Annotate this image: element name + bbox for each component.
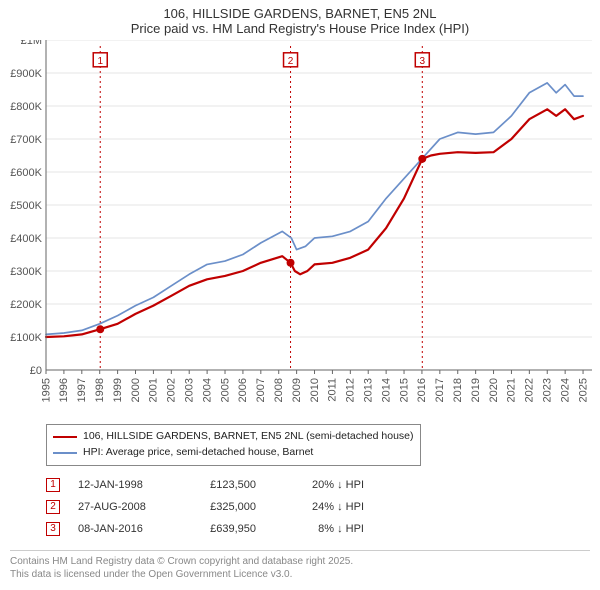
svg-text:2011: 2011 — [327, 378, 339, 402]
sale-hpi-diff: 8% ↓ HPI — [274, 523, 364, 535]
sale-date: 27-AUG-2008 — [78, 501, 168, 513]
sale-price: £325,000 — [186, 501, 256, 513]
legend-swatch — [53, 436, 77, 438]
svg-text:£800K: £800K — [10, 101, 42, 113]
svg-text:2009: 2009 — [291, 378, 303, 402]
legend-item: HPI: Average price, semi-detached house,… — [53, 445, 414, 461]
svg-text:2010: 2010 — [309, 378, 321, 402]
svg-text:2025: 2025 — [577, 378, 589, 402]
svg-text:£1M: £1M — [21, 40, 42, 47]
svg-text:£200K: £200K — [10, 299, 42, 311]
sale-marker-box: 3 — [46, 522, 60, 536]
svg-text:2021: 2021 — [506, 378, 518, 402]
svg-text:1995: 1995 — [40, 378, 52, 402]
legend-swatch — [53, 452, 77, 454]
legend-label: HPI: Average price, semi-detached house,… — [83, 445, 313, 461]
legend-label: 106, HILLSIDE GARDENS, BARNET, EN5 2NL (… — [83, 429, 414, 445]
svg-text:2017: 2017 — [434, 378, 446, 402]
footnote: Contains HM Land Registry data © Crown c… — [10, 550, 590, 581]
sale-hpi-diff: 20% ↓ HPI — [274, 479, 364, 491]
svg-text:2000: 2000 — [130, 378, 142, 402]
chart-legend: 106, HILLSIDE GARDENS, BARNET, EN5 2NL (… — [46, 424, 421, 466]
chart-title-line2: Price paid vs. HM Land Registry's House … — [0, 21, 600, 40]
svg-text:2: 2 — [288, 56, 294, 67]
svg-text:1999: 1999 — [112, 378, 124, 402]
sale-date: 08-JAN-2016 — [78, 523, 168, 535]
svg-text:2001: 2001 — [148, 378, 160, 402]
svg-text:£300K: £300K — [10, 266, 42, 278]
sale-marker-box: 2 — [46, 500, 60, 514]
svg-text:£900K: £900K — [10, 68, 42, 80]
svg-text:2023: 2023 — [542, 378, 554, 402]
svg-text:2019: 2019 — [470, 378, 482, 402]
svg-text:£700K: £700K — [10, 134, 42, 146]
svg-text:2002: 2002 — [166, 378, 178, 402]
sale-date: 12-JAN-1998 — [78, 479, 168, 491]
svg-text:1996: 1996 — [58, 378, 70, 402]
svg-text:2013: 2013 — [363, 378, 375, 402]
svg-text:£0: £0 — [30, 365, 42, 377]
footnote-line2: This data is licensed under the Open Gov… — [10, 568, 590, 581]
svg-text:2016: 2016 — [416, 378, 428, 402]
svg-text:2012: 2012 — [345, 378, 357, 402]
sales-table: 1 12-JAN-1998 £123,500 20% ↓ HPI 2 27-AUG-200… — [46, 474, 600, 540]
svg-text:£400K: £400K — [10, 233, 42, 245]
svg-text:1: 1 — [97, 56, 103, 67]
sale-hpi-diff: 24% ↓ HPI — [274, 501, 364, 513]
svg-text:2022: 2022 — [524, 378, 536, 402]
svg-text:2004: 2004 — [201, 378, 213, 402]
sales-row: 3 08-JAN-2016 £639,950 8% ↓ HPI — [46, 518, 600, 540]
sales-row: 1 12-JAN-1998 £123,500 20% ↓ HPI — [46, 474, 600, 496]
legend-item: 106, HILLSIDE GARDENS, BARNET, EN5 2NL (… — [53, 429, 414, 445]
svg-text:2018: 2018 — [452, 378, 464, 402]
svg-text:2005: 2005 — [219, 378, 231, 402]
svg-text:2007: 2007 — [255, 378, 267, 402]
chart-title-line1: 106, HILLSIDE GARDENS, BARNET, EN5 2NL — [0, 0, 600, 21]
svg-text:1998: 1998 — [94, 378, 106, 402]
svg-text:£600K: £600K — [10, 167, 42, 179]
svg-text:1997: 1997 — [76, 378, 88, 402]
sales-row: 2 27-AUG-2008 £325,000 24% ↓ HPI — [46, 496, 600, 518]
svg-text:3: 3 — [420, 56, 426, 67]
svg-text:2008: 2008 — [273, 378, 285, 402]
footnote-line1: Contains HM Land Registry data © Crown c… — [10, 555, 590, 568]
sale-marker-box: 1 — [46, 478, 60, 492]
svg-text:2014: 2014 — [380, 378, 392, 402]
svg-text:2015: 2015 — [398, 378, 410, 402]
svg-text:2006: 2006 — [237, 378, 249, 402]
chart-svg: £0 £100K £200K £300K £400K £500K £600K £700K £80… — [0, 40, 600, 418]
svg-text:2020: 2020 — [488, 378, 500, 402]
sale-price: £123,500 — [186, 479, 256, 491]
chart-container: 106, HILLSIDE GARDENS, BARNET, EN5 2NL P… — [0, 0, 600, 590]
svg-text:2024: 2024 — [559, 378, 571, 402]
svg-text:£500K: £500K — [10, 200, 42, 212]
line-chart: £0 £100K £200K £300K £400K £500K £600K £700K £80… — [0, 40, 600, 418]
sale-price: £639,950 — [186, 523, 256, 535]
svg-text:2003: 2003 — [184, 378, 196, 402]
svg-text:£100K: £100K — [10, 332, 42, 344]
